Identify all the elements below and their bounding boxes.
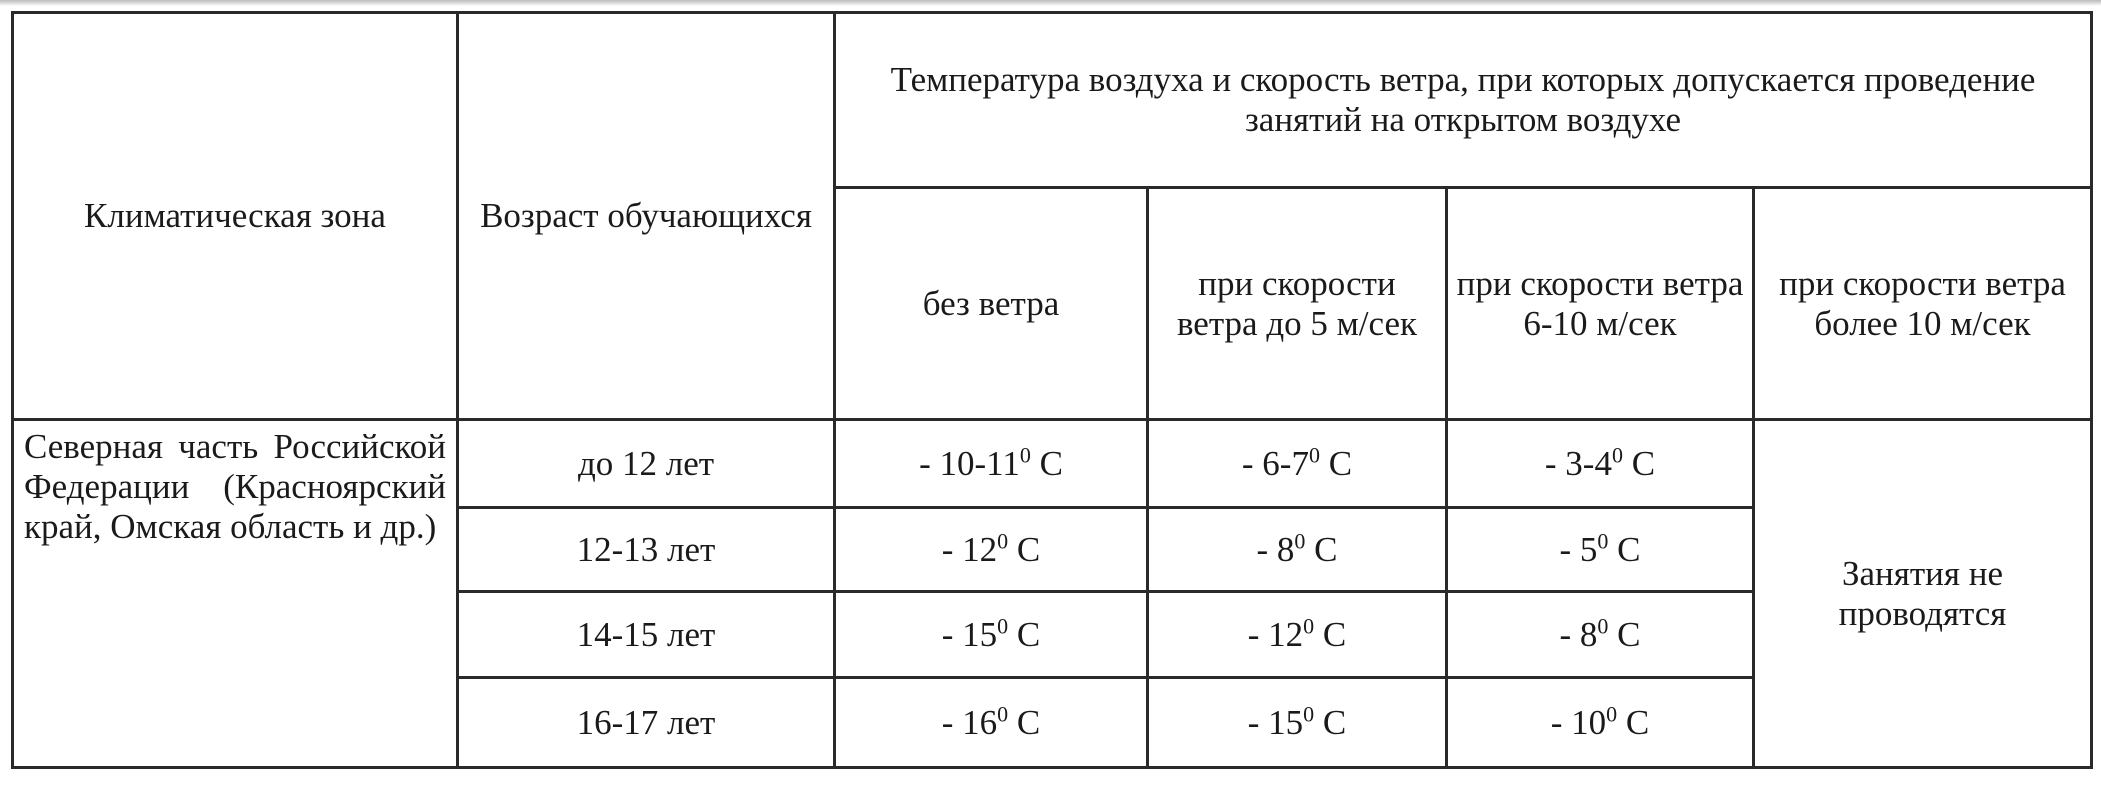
table-row: Северная часть Российской Федерации (Кра… [11, 418, 2094, 769]
header-zone: Климатическая зона [11, 11, 459, 421]
temp-cell: - 50 C [1445, 506, 1755, 593]
temp-cell: - 6-70 C [1146, 418, 1448, 509]
header-subrow: без ветра при скорости ветра до 5 м/сек … [13, 186, 2094, 421]
header-age: Возраст обучающихся [456, 11, 836, 421]
header-wind-over-10: при скорости ветра более 10 м/сек [1751, 186, 2094, 421]
temp-cell: - 10-110 C [833, 418, 1149, 509]
temp-cell: - 80 C [1146, 506, 1448, 593]
header-row: Климатическая зона Возраст обучающихся Т… [11, 11, 2094, 421]
header-wind-6-10: при скорости ветра 6-10 м/сек [1445, 186, 1755, 421]
age-cell: 14-15 лет [456, 590, 836, 679]
temp-cell: - 120 C [1146, 590, 1448, 679]
zone-cell: Северная часть Российской Федерации (Кра… [11, 418, 459, 769]
header-wind-5: при скорости ветра до 5 м/сек [1146, 186, 1448, 421]
temp-cell: - 160 C [833, 676, 1149, 769]
temp-cell: - 150 C [1146, 676, 1448, 769]
age-cell: 12-13 лет [456, 506, 836, 593]
header-wind-none: без ветра [833, 186, 1149, 421]
temp-cell: - 150 C [833, 590, 1149, 679]
table-row: 12-13 лет - 120 C - 80 C - 50 C [13, 506, 2092, 593]
no-classes-cell: Занятия не проводятся [1751, 418, 2094, 769]
table-row: 16-17 лет - 160 C - 150 C - 100 C [13, 676, 2092, 769]
temp-cell: - 3-40 C [1445, 418, 1755, 509]
cut-off-text-line [0, 0, 2101, 6]
age-cell: 16-17 лет [456, 676, 836, 769]
temp-cell: - 120 C [833, 506, 1149, 593]
temp-cell: - 80 C [1445, 590, 1755, 679]
temperature-table: Климатическая зона Возраст обучающихся Т… [11, 11, 2094, 769]
header-conditions: Температура воздуха и скорость ветра, пр… [832, 11, 2094, 189]
temp-cell: - 100 C [1445, 676, 1755, 769]
table-row: 14-15 лет - 150 C - 120 C - 80 C [13, 590, 2092, 679]
age-cell: до 12 лет [456, 418, 836, 509]
